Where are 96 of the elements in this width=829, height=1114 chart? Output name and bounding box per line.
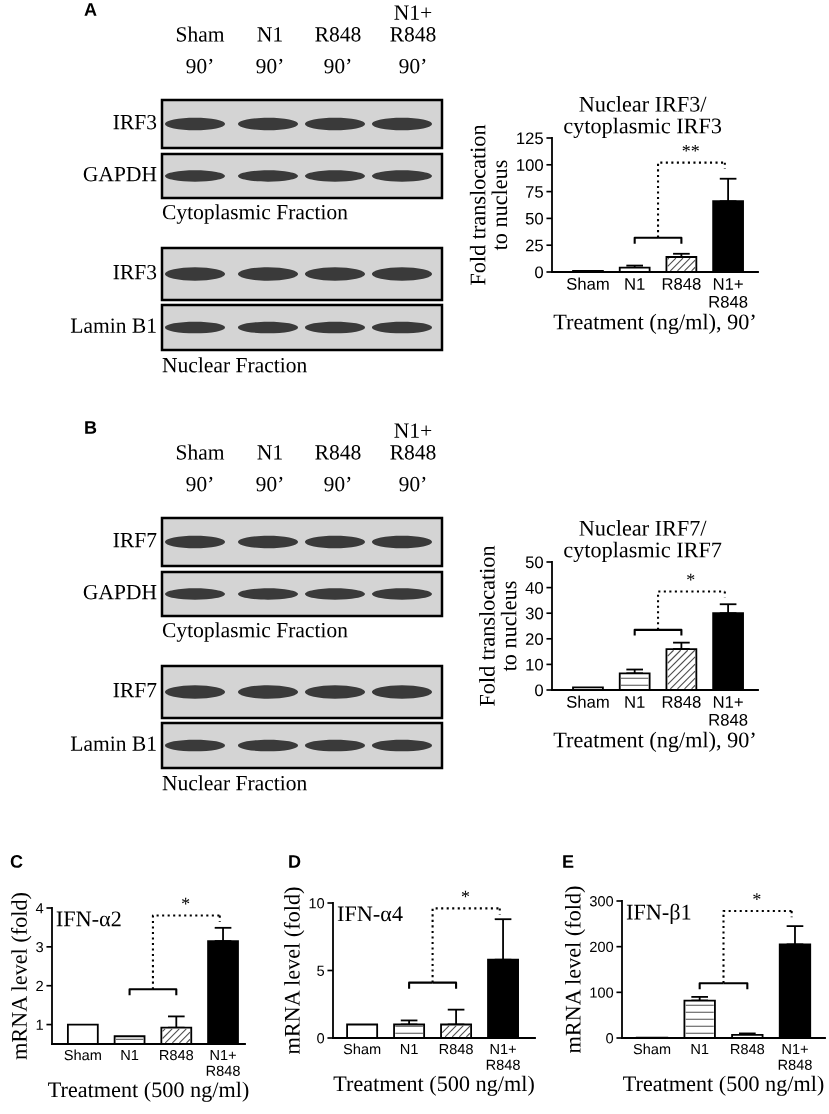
x-tick-label: Sham [566, 695, 609, 708]
y-axis-title: mRNA level (fold) [564, 886, 586, 1053]
y-tick-label: 4 [35, 903, 44, 914]
x-tick-label: Sham [343, 1043, 381, 1055]
y-tick-label: 3 [36, 941, 44, 953]
chart-title: IFN-β1 [626, 903, 691, 925]
text: B [85, 421, 97, 434]
x-tick-label: N1 [691, 1044, 709, 1055]
x-tick-label: N1+ R848 [709, 696, 748, 726]
category-label: Sham [176, 444, 225, 460]
y-tick-label: 40 [525, 582, 544, 594]
x-tick-label: N1 [400, 1044, 418, 1055]
y-tick-label: 50 [525, 556, 544, 569]
text: 90’ [256, 58, 283, 74]
text: Lamin B1 [70, 736, 156, 751]
x-axis-title: Treatment (500 ng/ml) [333, 1075, 534, 1096]
x-tick-label: N1+ R848 [778, 1044, 812, 1070]
y-tick-label: 100 [517, 159, 544, 171]
text: Nuclear Fraction [162, 775, 307, 791]
text: * [461, 890, 470, 898]
chart-title: Nuclear IRF7/ cytoplasmic IRF7 [564, 520, 722, 562]
text: IRF7 [113, 533, 157, 548]
text: * [182, 897, 190, 905]
y-tick-label: 0 [606, 1033, 614, 1044]
category-label: R848 [315, 27, 361, 42]
y-tick-label: 200 [590, 941, 614, 953]
text: 90’ [399, 476, 426, 492]
y-axis-title: mRNA level (fold) [283, 887, 305, 1054]
text: GAPDH [83, 166, 157, 182]
y-axis-title: mRNA level (fold) [11, 893, 32, 1060]
text: 90’ [186, 58, 213, 74]
x-tick-label: Sham [566, 277, 609, 290]
y-tick-label: 0 [535, 266, 544, 279]
x-axis-title: Treatment (ng/ml), 90’ [553, 313, 755, 335]
y-tick-label: 20 [525, 633, 544, 645]
text: * [753, 893, 761, 900]
text: 90’ [324, 58, 351, 74]
x-axis-title: Treatment (500 ng/ml) [623, 1075, 824, 1096]
text: IRF3 [113, 264, 157, 280]
text: E [563, 855, 574, 868]
y-tick-label: 1 [36, 1019, 43, 1030]
y-tick-label: 125 [517, 132, 543, 145]
y-axis-title: Fold translocation to nucleus [479, 545, 517, 706]
category-label: N1+ R848 [390, 423, 436, 460]
annotation: ** [682, 144, 699, 152]
y-tick-label: 5 [317, 965, 325, 976]
x-tick-label: N1+ R848 [709, 278, 748, 308]
text: 90’ [256, 476, 283, 492]
x-tick-label: N1 [625, 278, 645, 290]
y-tick-label: 100 [590, 987, 614, 998]
text: Lamin B1 [70, 318, 156, 333]
text: Cytoplasmic Fraction [162, 622, 348, 642]
y-tick-label: 0 [317, 1033, 325, 1044]
x-tick-label: Sham [633, 1043, 671, 1055]
category-label: Sham [176, 26, 225, 42]
text: 90’ [186, 476, 213, 492]
chart-title: IFN-α4 [337, 906, 403, 922]
x-tick-label: Sham [64, 1049, 101, 1061]
text: 90’ [324, 476, 351, 492]
category-label: R848 [315, 445, 361, 460]
x-tick-label: R848 [439, 1043, 473, 1055]
text: IRF3 [113, 114, 157, 130]
y-tick-label: 30 [525, 607, 544, 620]
category-label: N1 [257, 27, 282, 42]
x-tick-label: N1 [625, 696, 645, 708]
y-tick-label: 300 [589, 896, 614, 907]
chart-title: IFN-α2 [56, 911, 121, 927]
text: A [84, 3, 97, 16]
y-tick-label: 10 [309, 898, 325, 909]
y-axis-title: Fold translocation to nucleus [469, 124, 508, 285]
y-tick-label: 75 [525, 186, 543, 198]
x-tick-label: R848 [662, 696, 701, 708]
y-tick-label: 25 [525, 239, 543, 252]
x-tick-label: R848 [662, 278, 701, 290]
text: D [289, 855, 301, 868]
y-tick-label: 0 [535, 684, 544, 697]
y-tick-label: 50 [525, 212, 544, 225]
category-label: N1 [257, 445, 282, 460]
x-axis-title: Treatment (ng/ml), 90’ [553, 731, 755, 753]
x-tick-label: R848 [160, 1049, 194, 1061]
annotation: * [687, 573, 695, 581]
text: 90’ [399, 58, 426, 74]
text: Nuclear Fraction [162, 357, 307, 373]
x-axis-title: Treatment (500 ng/ml) [48, 1081, 249, 1102]
y-tick-label: 10 [526, 658, 544, 671]
text: IRF7 [113, 683, 157, 698]
y-tick-label: 2 [36, 980, 43, 991]
chart-title: Nuclear IRF3/ cytoplasmic IRF3 [564, 96, 722, 138]
x-tick-label: N1+ R848 [206, 1050, 240, 1076]
category-label: N1+ R848 [390, 5, 436, 42]
text: Cytoplasmic Fraction [162, 204, 348, 224]
x-tick-label: R848 [731, 1043, 765, 1055]
x-tick-label: N1+ R848 [486, 1044, 520, 1070]
text: GAPDH [83, 584, 157, 600]
text: C [10, 855, 23, 868]
x-tick-label: N1 [121, 1050, 139, 1061]
